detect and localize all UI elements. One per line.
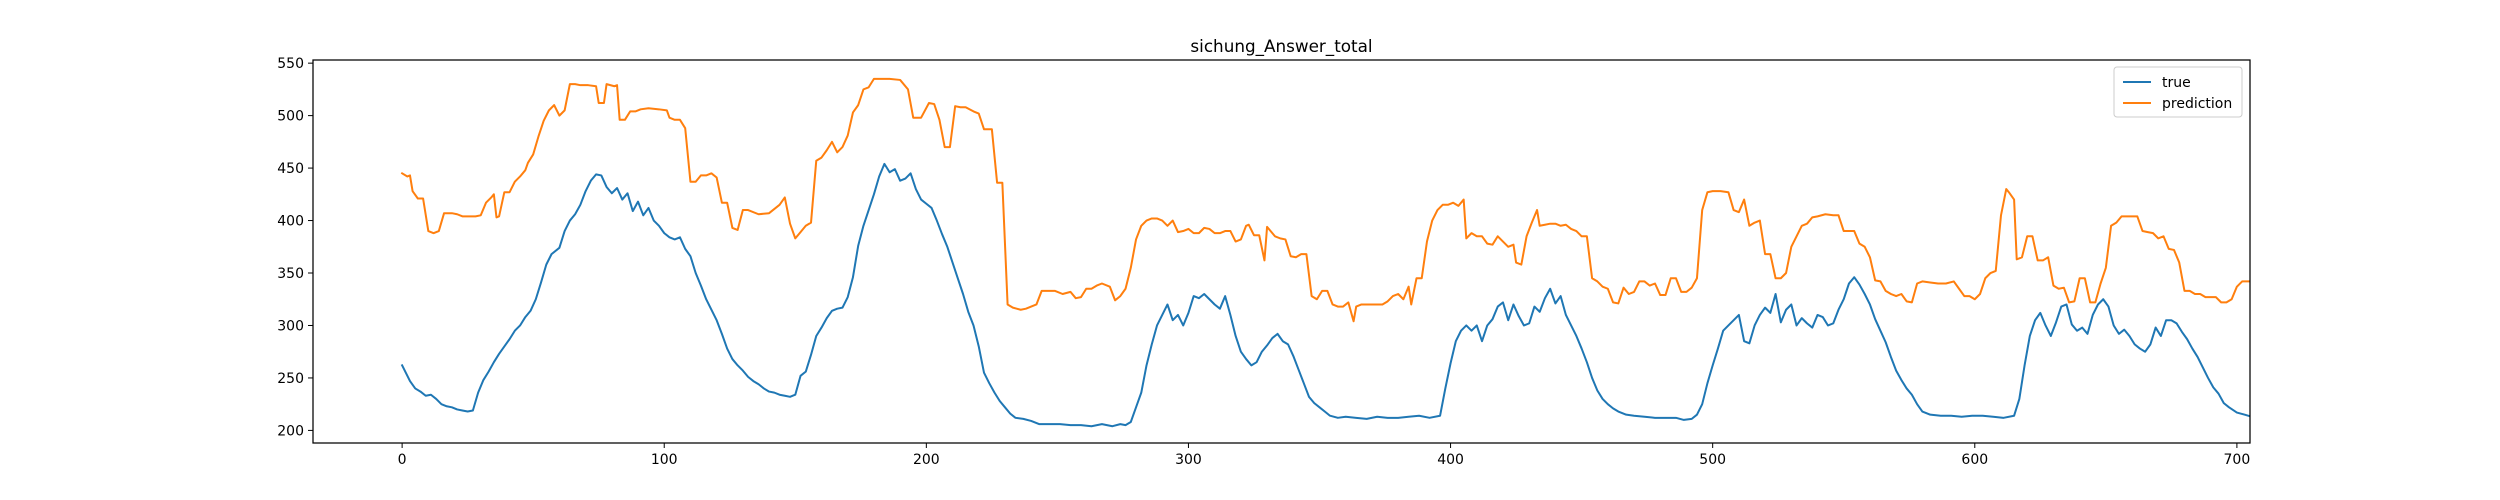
y-tick-label: 450 — [277, 161, 304, 177]
y-tick-label: 400 — [277, 214, 304, 230]
x-tick-label: 400 — [1437, 452, 1464, 468]
y-tick-label: 350 — [277, 266, 304, 282]
y-axis: 200 250 300 350 400 450 500 550 — [277, 56, 313, 439]
x-tick-label: 100 — [651, 452, 678, 468]
x-tick-label: 600 — [1961, 452, 1988, 468]
x-tick-label: 200 — [913, 452, 940, 468]
x-axis: 0 100 200 300 400 500 600 700 — [398, 443, 2251, 468]
y-tick-label: 300 — [277, 318, 304, 334]
legend-label-true: true — [2162, 75, 2191, 91]
series-line-true — [400, 162, 2250, 428]
x-tick-label: 700 — [2224, 452, 2251, 468]
x-tick-label: 0 — [398, 452, 407, 468]
series-group — [400, 77, 2250, 428]
y-tick-label: 550 — [277, 56, 304, 72]
x-tick-label: 500 — [1699, 452, 1726, 468]
legend-box — [2113, 66, 2243, 118]
axes-frame — [312, 59, 2251, 444]
y-tick-label: 250 — [277, 371, 304, 387]
chart-title: sichung_Answer_total — [1190, 36, 1372, 57]
x-tick-label: 300 — [1175, 452, 1202, 468]
legend: true prediction — [2113, 66, 2243, 118]
y-tick-label: 200 — [277, 423, 304, 439]
legend-label-prediction: prediction — [2162, 96, 2232, 112]
y-tick-label: 500 — [277, 109, 304, 125]
plot-area — [400, 77, 2250, 428]
series-line-prediction — [400, 77, 2250, 323]
